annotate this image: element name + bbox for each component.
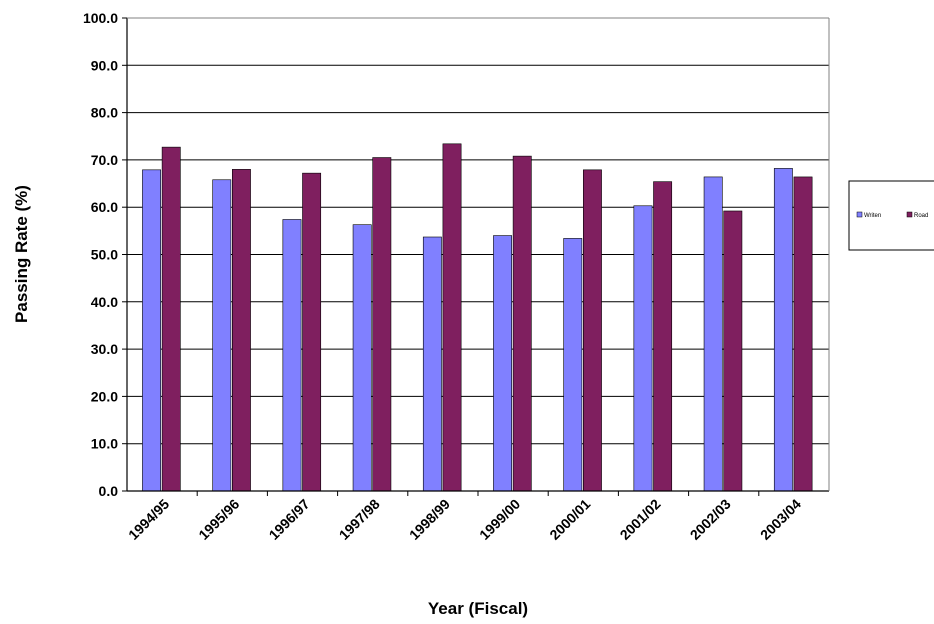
x-tick-label: 2003/04 xyxy=(757,496,804,543)
bar-writen-2001-02 xyxy=(633,205,653,492)
bar-writen-2002-03 xyxy=(703,176,723,492)
bar-road-1996-97 xyxy=(302,172,322,492)
x-tick-label: 1997/98 xyxy=(336,496,383,543)
x-tick-label: 1999/00 xyxy=(476,496,523,543)
y-tick-label: 50.0 xyxy=(91,247,118,263)
bar-writen-1994-95 xyxy=(142,169,161,492)
x-tick-label: 2000/01 xyxy=(546,496,593,543)
legend-box xyxy=(848,180,934,251)
bar-road-1997-98 xyxy=(372,157,392,492)
y-tick-label: 80.0 xyxy=(91,105,118,121)
bar-road-2000-01 xyxy=(582,169,602,492)
bar-road-2001-02 xyxy=(653,181,673,492)
bar-road-1994-95 xyxy=(161,146,181,492)
bar-road-1995-96 xyxy=(232,169,251,492)
y-tick-labels: 0.0 10.0 20.0 30.0 40.0 50.0 60.0 70.0 80.0 90.0 1… xyxy=(83,10,118,499)
bar-writen-1998-99 xyxy=(422,236,442,492)
y-tick-label: 0.0 xyxy=(99,483,119,499)
y-tick-label: 90.0 xyxy=(91,57,118,73)
bars xyxy=(142,143,813,492)
bar-writen-1997-98 xyxy=(352,224,372,492)
legend-label-writen: Writen xyxy=(864,213,881,219)
y-tick-label: 20.0 xyxy=(91,388,118,404)
bar-writen-2000-01 xyxy=(563,238,583,492)
x-tick-label: 1998/99 xyxy=(406,496,453,543)
bar-writen-1999-00 xyxy=(493,235,512,492)
x-tick-label: 2001/02 xyxy=(617,496,664,543)
x-tick-labels: 1994/95 1995/96 1996/97 1997/98 1998/99 1999/… xyxy=(125,496,804,543)
y-tick-label: 30.0 xyxy=(91,341,118,357)
x-tick-label: 2002/03 xyxy=(687,496,734,543)
bar-road-1998-99 xyxy=(442,143,462,492)
y-axis-title: Passing Rate (%) xyxy=(12,185,31,323)
legend-swatch-writen xyxy=(856,211,863,218)
x-tick-label: 1994/95 xyxy=(125,496,172,543)
bar-road-1999-00 xyxy=(512,155,532,492)
bar-writen-1995-96 xyxy=(212,179,232,492)
legend: Writen Road xyxy=(848,180,934,251)
bar-writen-1996-97 xyxy=(282,219,302,492)
x-tick-label: 1996/97 xyxy=(266,496,313,543)
y-tick-label: 10.0 xyxy=(91,436,118,452)
x-tick-label: 1995/96 xyxy=(195,496,242,543)
x-axis-title: Year (Fiscal) xyxy=(428,599,528,618)
bar-road-2002-03 xyxy=(723,210,743,492)
legend-label-road: Road xyxy=(914,213,928,219)
y-tick-label: 70.0 xyxy=(91,152,118,168)
y-tick-label: 60.0 xyxy=(91,199,118,215)
y-tick-label: 100.0 xyxy=(83,10,118,26)
legend-swatch-road xyxy=(906,211,913,218)
axes xyxy=(126,17,830,492)
bar-writen-2003-04 xyxy=(773,168,793,492)
y-tick-label: 40.0 xyxy=(91,294,118,310)
bar-road-2003-04 xyxy=(793,176,813,492)
